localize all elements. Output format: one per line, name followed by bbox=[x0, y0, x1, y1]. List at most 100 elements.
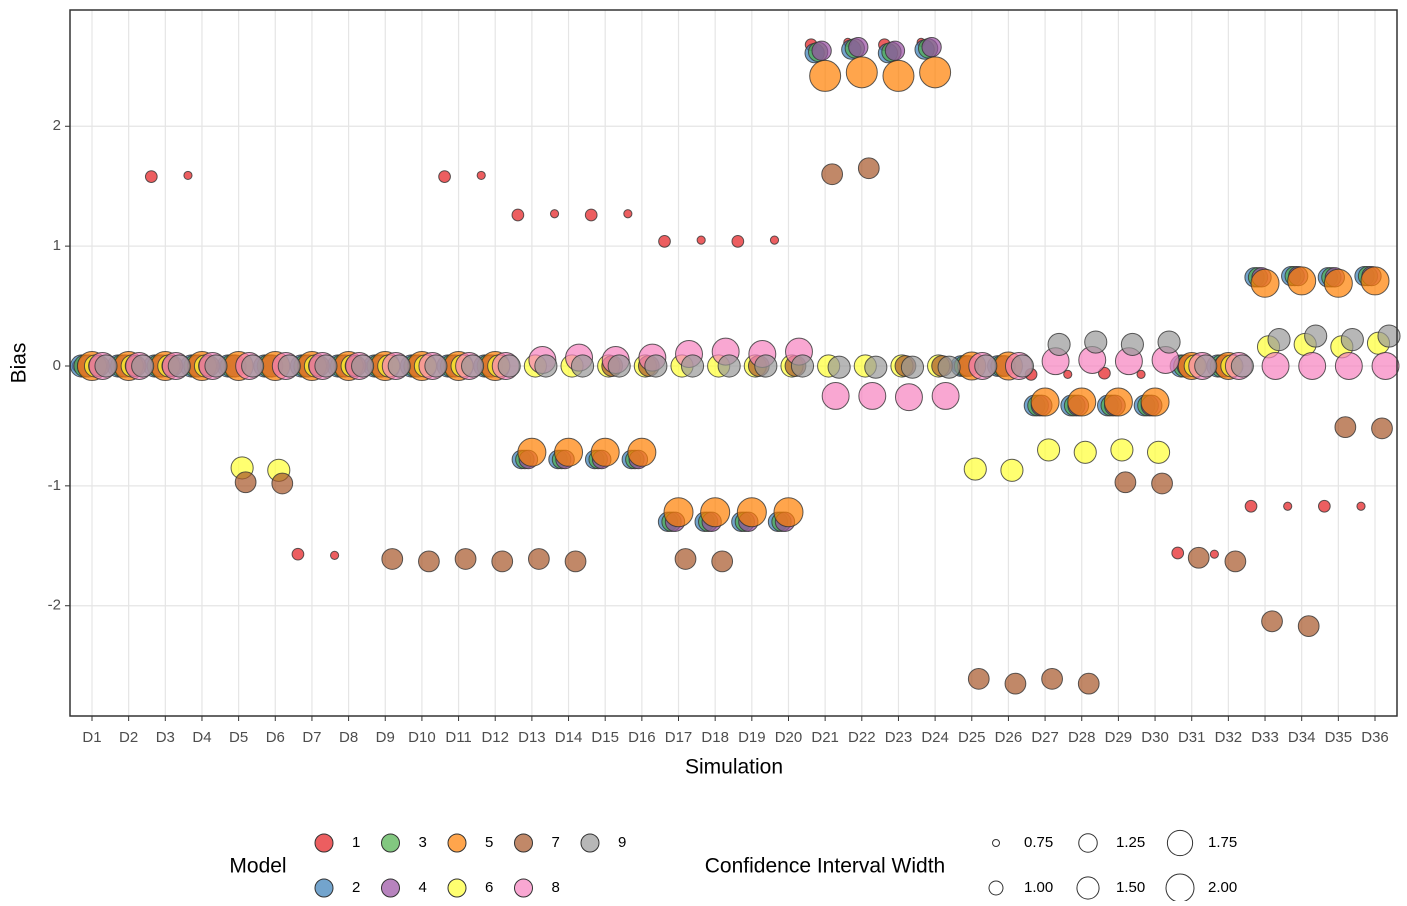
bubble bbox=[919, 56, 952, 89]
bubble bbox=[1356, 501, 1366, 511]
bubble bbox=[1323, 268, 1353, 298]
bubble bbox=[773, 497, 804, 528]
bubble bbox=[845, 56, 878, 89]
bubble bbox=[204, 354, 228, 378]
bubble bbox=[1209, 549, 1219, 559]
bubble bbox=[674, 548, 697, 570]
bubble bbox=[1371, 352, 1400, 380]
bubble bbox=[658, 234, 671, 248]
bubble bbox=[1261, 352, 1290, 380]
bubble bbox=[644, 354, 668, 378]
legend-swatch bbox=[514, 878, 533, 898]
bubble bbox=[1084, 330, 1108, 354]
x-tick-label: D23 bbox=[885, 729, 913, 746]
bubble bbox=[900, 355, 925, 379]
bubble bbox=[1010, 354, 1034, 378]
bubble bbox=[381, 548, 404, 570]
x-tick-label: D31 bbox=[1178, 729, 1206, 746]
bubble bbox=[234, 471, 257, 494]
bubble bbox=[1298, 352, 1327, 380]
bubble bbox=[821, 381, 850, 410]
bubble bbox=[1110, 438, 1134, 462]
bubble bbox=[351, 354, 375, 378]
bubble bbox=[809, 59, 842, 92]
x-tick-label: D30 bbox=[1141, 729, 1169, 746]
bubble bbox=[131, 354, 155, 378]
x-tick-label: D19 bbox=[738, 729, 766, 746]
bubble bbox=[167, 354, 191, 378]
bubble bbox=[241, 354, 265, 378]
y-tick-label: 1 bbox=[53, 237, 61, 254]
x-tick-label: D27 bbox=[1031, 729, 1059, 746]
bubble bbox=[1187, 546, 1210, 569]
bubble bbox=[144, 170, 158, 183]
bubble bbox=[1360, 266, 1390, 296]
bubble bbox=[1067, 387, 1097, 417]
bubble bbox=[827, 355, 851, 379]
bubble bbox=[1334, 352, 1363, 380]
bubble bbox=[330, 550, 340, 560]
bubble bbox=[790, 354, 815, 378]
bubble bbox=[848, 37, 869, 58]
bubble bbox=[1244, 499, 1258, 513]
bubble bbox=[1297, 615, 1320, 637]
x-tick-label: D29 bbox=[1105, 729, 1133, 746]
bubble bbox=[497, 354, 521, 378]
x-tick-label: D11 bbox=[445, 729, 471, 746]
legend-swatch bbox=[580, 833, 600, 853]
bubble bbox=[511, 208, 525, 222]
x-tick-label: D21 bbox=[811, 729, 839, 746]
bubble bbox=[623, 209, 633, 219]
bubble bbox=[424, 354, 448, 378]
bubble bbox=[1077, 672, 1100, 695]
bubble bbox=[736, 497, 767, 528]
legend-swatch bbox=[447, 833, 467, 853]
y-tick-label: -1 bbox=[48, 477, 61, 494]
bubble bbox=[1157, 330, 1181, 354]
bubble bbox=[717, 354, 741, 378]
x-tick-label: D9 bbox=[376, 729, 395, 746]
x-tick-label: D12 bbox=[481, 729, 509, 746]
x-tick-label: D7 bbox=[302, 729, 321, 746]
bubble bbox=[1250, 268, 1280, 298]
x-tick-label: D28 bbox=[1068, 729, 1096, 746]
bubble bbox=[584, 208, 598, 222]
bubble bbox=[476, 170, 486, 180]
x-tick-label: D20 bbox=[775, 729, 803, 746]
bubble bbox=[864, 355, 888, 379]
bubble bbox=[528, 548, 550, 570]
bubble bbox=[418, 550, 440, 573]
y-tick-label: 0 bbox=[53, 357, 61, 374]
bubble bbox=[534, 354, 558, 378]
legend-label: 2 bbox=[352, 879, 360, 896]
x-tick-label: D16 bbox=[628, 729, 656, 746]
bubble bbox=[711, 550, 734, 573]
bubble bbox=[1283, 501, 1293, 511]
bubble bbox=[857, 157, 880, 180]
bubble bbox=[564, 550, 587, 573]
legend-label: 1.50 bbox=[1116, 879, 1145, 896]
bubble bbox=[1114, 471, 1137, 494]
x-tick-label: D18 bbox=[701, 729, 729, 746]
bubble bbox=[680, 354, 705, 378]
bubble bbox=[1371, 417, 1393, 440]
bubble bbox=[1287, 266, 1317, 296]
bubble bbox=[291, 547, 305, 561]
bubble bbox=[454, 548, 477, 570]
bubble bbox=[554, 437, 584, 467]
legend-title: Confidence Interval Width bbox=[705, 855, 945, 878]
bubble bbox=[1151, 472, 1173, 495]
legend-label: 6 bbox=[485, 879, 493, 896]
bubble bbox=[1230, 354, 1254, 378]
bubble bbox=[1140, 387, 1170, 417]
x-tick-label: D13 bbox=[518, 729, 546, 746]
y-axis-title: Bias bbox=[8, 343, 31, 384]
bubble bbox=[821, 163, 844, 186]
bubble bbox=[1120, 332, 1144, 356]
bubble bbox=[858, 381, 887, 410]
bubble bbox=[1063, 369, 1073, 379]
legend-swatch bbox=[514, 833, 533, 853]
legend-label: 1.00 bbox=[1024, 879, 1053, 896]
size-legend-key bbox=[992, 839, 1000, 847]
bubble bbox=[461, 354, 485, 378]
